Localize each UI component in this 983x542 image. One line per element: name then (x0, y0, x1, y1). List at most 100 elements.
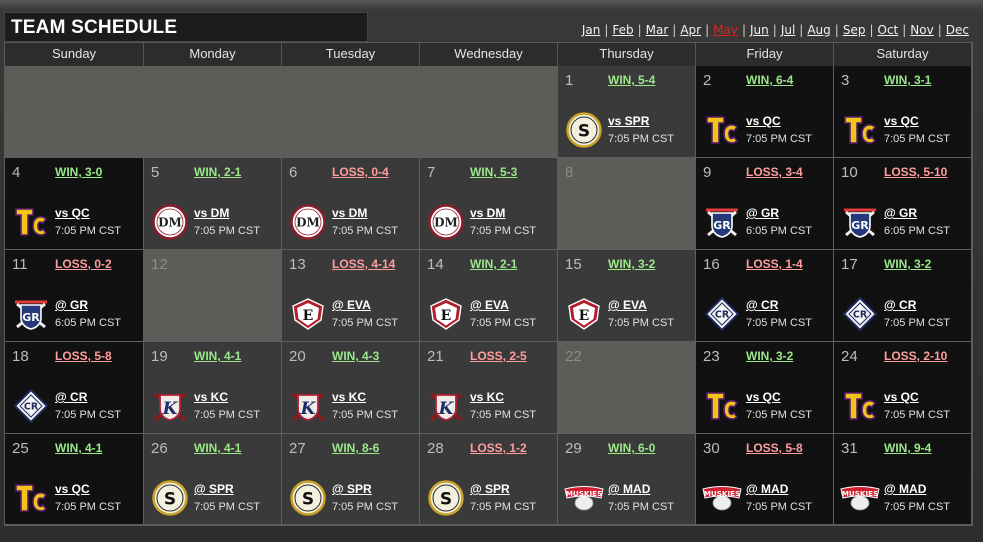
game-result-link[interactable]: WIN, 3-2 (746, 349, 794, 363)
game-result-link[interactable]: WIN, 3-2 (608, 257, 656, 271)
day-cell-28[interactable]: 28 LOSS, 1-2 S @ SPR 7:05 PM CST (420, 434, 558, 525)
day-cell-6[interactable]: 6 LOSS, 0-4 DM vs DM 7:05 PM CST (282, 158, 420, 250)
opponent-link[interactable]: @ CR (884, 298, 917, 312)
game-result-link[interactable]: LOSS, 4-14 (332, 257, 396, 271)
game-result-link[interactable]: LOSS, 0-4 (332, 165, 389, 179)
game-result-link[interactable]: LOSS, 1-4 (746, 257, 803, 271)
opponent-link[interactable]: vs DM (332, 206, 368, 220)
game-result-link[interactable]: WIN, 5-3 (470, 165, 518, 179)
day-cell-18[interactable]: 18 LOSS, 5-8 CR @ CR 7:05 PM CST (5, 342, 144, 434)
opponent-link[interactable]: @ EVA (608, 298, 647, 312)
game-result-link[interactable]: WIN, 4-1 (55, 441, 103, 455)
month-link-jun[interactable]: Jun (750, 23, 769, 37)
game-result-link[interactable]: WIN, 5-4 (608, 73, 656, 87)
opponent-link[interactable]: @ CR (746, 298, 779, 312)
opponent-link[interactable]: @ MAD (608, 482, 651, 496)
day-cell-2[interactable]: 2 WIN, 6-4 vs QC 7:05 PM CST (696, 66, 834, 158)
month-link-apr[interactable]: Apr (680, 23, 702, 37)
game-result-link[interactable]: LOSS, 2-5 (470, 349, 527, 363)
day-cell-11[interactable]: 11 LOSS, 0-2 GR @ GR 6:05 PM CST (5, 250, 144, 342)
game-result-link[interactable]: WIN, 2-1 (194, 165, 242, 179)
game-result-link[interactable]: WIN, 9-4 (884, 441, 932, 455)
day-cell-31[interactable]: 31 WIN, 9-4 MUSKIES @ MAD 7:05 PM CST (834, 434, 972, 525)
month-link-nov[interactable]: Nov (910, 23, 934, 37)
game-result-link[interactable]: LOSS, 1-2 (470, 441, 527, 455)
game-result-link[interactable]: WIN, 3-0 (55, 165, 103, 179)
game-result-link[interactable]: LOSS, 5-10 (884, 165, 948, 179)
day-cell-14[interactable]: 14 WIN, 2-1 E @ EVA 7:05 PM CST (420, 250, 558, 342)
game-result-link[interactable]: WIN, 3-2 (884, 257, 932, 271)
game-result-link[interactable]: LOSS, 5-8 (55, 349, 112, 363)
day-cell-5[interactable]: 5 WIN, 2-1 DM vs DM 7:05 PM CST (144, 158, 282, 250)
game-result-link[interactable]: WIN, 4-3 (332, 349, 380, 363)
month-link-dec[interactable]: Dec (945, 23, 969, 37)
game-result-link[interactable]: WIN, 4-1 (194, 349, 242, 363)
opponent-link[interactable]: @ GR (884, 206, 918, 220)
day-cell-10[interactable]: 10 LOSS, 5-10 GR @ GR 6:05 PM CST (834, 158, 972, 250)
opponent-link[interactable]: vs DM (470, 206, 506, 220)
day-cell-4[interactable]: 4 WIN, 3-0 vs QC 7:05 PM CST (5, 158, 144, 250)
game-result-link[interactable]: WIN, 8-6 (332, 441, 380, 455)
opponent-link[interactable]: @ SPR (194, 482, 234, 496)
day-cell-26[interactable]: 26 WIN, 4-1 S @ SPR 7:05 PM CST (144, 434, 282, 525)
month-link-oct[interactable]: Oct (877, 23, 899, 37)
day-cell-23[interactable]: 23 WIN, 3-2 vs QC 7:05 PM CST (696, 342, 834, 434)
game-result-link[interactable]: LOSS, 0-2 (55, 257, 112, 271)
opponent-link[interactable]: @ GR (55, 298, 89, 312)
opponent-link[interactable]: @ MAD (884, 482, 927, 496)
opponent-link[interactable]: @ EVA (470, 298, 509, 312)
opponent-link[interactable]: @ GR (746, 206, 780, 220)
game-result-link[interactable]: WIN, 6-0 (608, 441, 656, 455)
day-cell-15[interactable]: 15 WIN, 3-2 E @ EVA 7:05 PM CST (558, 250, 696, 342)
qc-logo-icon (704, 388, 740, 424)
opponent-link[interactable]: vs QC (884, 114, 919, 128)
month-link-sep[interactable]: Sep (842, 23, 866, 37)
opponent-link[interactable]: @ SPR (470, 482, 510, 496)
month-link-jan[interactable]: Jan (581, 23, 601, 37)
opponent-link[interactable]: vs QC (55, 482, 90, 496)
opponent-link[interactable]: @ MAD (746, 482, 789, 496)
day-cell-25[interactable]: 25 WIN, 4-1 vs QC 7:05 PM CST (5, 434, 144, 525)
day-cell-17[interactable]: 17 WIN, 3-2 CR @ CR 7:05 PM CST (834, 250, 972, 342)
opponent-link[interactable]: vs KC (332, 390, 367, 404)
day-cell-27[interactable]: 27 WIN, 8-6 S @ SPR 7:05 PM CST (282, 434, 420, 525)
game-result-link[interactable]: LOSS, 5-8 (746, 441, 803, 455)
day-cell-7[interactable]: 7 WIN, 5-3 DM vs DM 7:05 PM CST (420, 158, 558, 250)
month-link-aug[interactable]: Aug (807, 23, 831, 37)
opponent-link[interactable]: @ EVA (332, 298, 371, 312)
opponent-link[interactable]: @ CR (55, 390, 88, 404)
month-link-feb[interactable]: Feb (612, 23, 634, 37)
game-time: 7:05 PM CST (194, 501, 261, 513)
month-link-may[interactable]: May (713, 23, 738, 37)
game-time: 7:05 PM CST (55, 501, 122, 513)
month-link-mar[interactable]: Mar (645, 23, 669, 37)
day-cell-24[interactable]: 24 LOSS, 2-10 vs QC 7:05 PM CST (834, 342, 972, 434)
day-cell-29[interactable]: 29 WIN, 6-0 MUSKIES @ MAD 7:05 PM CST (558, 434, 696, 525)
game-result-link[interactable]: WIN, 6-4 (746, 73, 794, 87)
svg-text:K: K (300, 399, 317, 419)
game-result-link[interactable]: WIN, 3-1 (884, 73, 932, 87)
game-result-link[interactable]: LOSS, 3-4 (746, 165, 803, 179)
opponent-link[interactable]: vs SPR (608, 114, 650, 128)
opponent-link[interactable]: vs QC (884, 390, 919, 404)
day-cell-16[interactable]: 16 LOSS, 1-4 CR @ CR 7:05 PM CST (696, 250, 834, 342)
opponent-link[interactable]: vs DM (194, 206, 230, 220)
month-link-jul[interactable]: Jul (780, 23, 796, 37)
game-result-link[interactable]: WIN, 4-1 (194, 441, 242, 455)
game-result-link[interactable]: WIN, 2-1 (470, 257, 518, 271)
day-cell-13[interactable]: 13 LOSS, 4-14 E @ EVA 7:05 PM CST (282, 250, 420, 342)
opponent-link[interactable]: vs QC (55, 206, 90, 220)
opponent-link[interactable]: vs QC (746, 114, 781, 128)
opponent-link[interactable]: vs KC (470, 390, 505, 404)
game-result-link[interactable]: LOSS, 2-10 (884, 349, 948, 363)
day-cell-3[interactable]: 3 WIN, 3-1 vs QC 7:05 PM CST (834, 66, 972, 158)
opponent-link[interactable]: vs QC (746, 390, 781, 404)
day-cell-9[interactable]: 9 LOSS, 3-4 GR @ GR 6:05 PM CST (696, 158, 834, 250)
opponent-link[interactable]: @ SPR (332, 482, 372, 496)
opponent-link[interactable]: vs KC (194, 390, 229, 404)
day-cell-30[interactable]: 30 LOSS, 5-8 MUSKIES @ MAD 7:05 PM CST (696, 434, 834, 525)
